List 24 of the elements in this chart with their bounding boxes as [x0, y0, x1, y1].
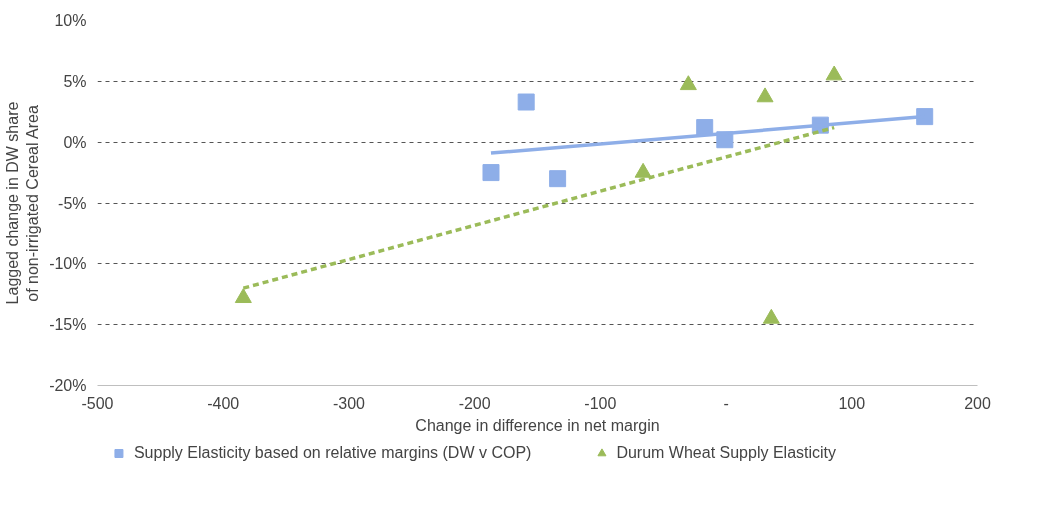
point [549, 170, 567, 188]
y-tick-label: -20% [49, 377, 87, 394]
legend-label: Supply Elasticity based on relative margins (DW v COP) [133, 444, 532, 462]
x-tick-label: -200 [458, 394, 491, 412]
point [517, 93, 535, 111]
x-axis-title: Change in difference in net margin [415, 416, 660, 434]
x-tick-label: -300 [332, 394, 366, 412]
x-tick-label: -400 [207, 394, 240, 412]
y-tick-label: 5% [63, 72, 87, 90]
point [234, 288, 252, 304]
x-tick-label: 200 [964, 394, 991, 412]
y-axis-title: Lagged change in DW share of non-irrigated Cereal Area [3, 101, 42, 305]
y-tick-label: -10% [49, 255, 87, 273]
legend-label: Durum Wheat Supply Elasticity [616, 444, 837, 462]
point [482, 164, 500, 182]
y-tick-label: 10% [54, 12, 87, 29]
x-tick-label: -100 [584, 394, 617, 412]
y-tick-label: -5% [58, 194, 87, 212]
point [762, 308, 780, 324]
y-tick-label: -15% [49, 316, 87, 334]
x-tick-label: - [723, 394, 729, 412]
x-tick-label: -500 [81, 394, 114, 412]
x-tick-label: 100 [838, 394, 866, 412]
y-tick-label: 0% [63, 133, 87, 151]
